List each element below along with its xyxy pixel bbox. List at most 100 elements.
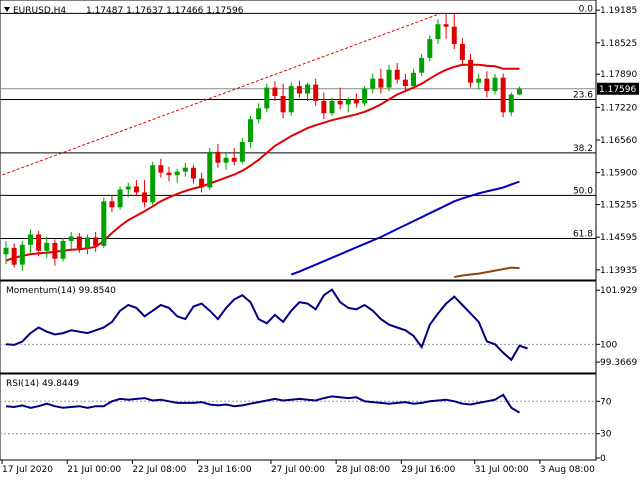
trendline <box>0 12 443 177</box>
candle-body <box>500 77 506 113</box>
candle-body <box>60 240 66 259</box>
candle-body <box>313 84 319 101</box>
time-tick-label: 27 Jul 00:00 <box>271 465 325 475</box>
time-tick-label: 31 Jul 00:00 <box>475 465 529 475</box>
price-tick-label: 1.15900 <box>600 169 637 179</box>
candle-body <box>85 237 90 249</box>
momentum-panel-frame <box>0 280 597 374</box>
time-tick-label: 3 Aug 08:00 <box>540 465 595 475</box>
candle-body <box>215 151 221 163</box>
fib-label: 0.0 <box>579 4 594 14</box>
candle-body <box>142 192 148 203</box>
candle-body <box>182 167 188 172</box>
time-tick-label: 17 Jul 2020 <box>2 465 53 475</box>
candle-body <box>394 69 400 80</box>
candle-body <box>386 69 392 88</box>
momentum-line <box>5 288 528 362</box>
price-tick-label: 1.15255 <box>600 201 637 211</box>
time-tick-label: 28 Jul 08:00 <box>336 465 390 475</box>
candle-body <box>329 100 335 114</box>
candle-body <box>411 72 416 87</box>
candle-body <box>345 99 351 105</box>
ma-fast-line <box>5 63 520 262</box>
candle-body <box>451 26 457 45</box>
candle-body <box>435 24 441 40</box>
candle-body <box>256 108 262 120</box>
time-tick-label: 22 Jul 08:00 <box>132 465 186 475</box>
fib-label: 50.0 <box>573 186 593 196</box>
momentum-tick-label: 99.3669 <box>600 358 637 368</box>
collapse-triangle-icon[interactable] <box>4 7 10 12</box>
candle-body <box>484 78 490 92</box>
candle-body <box>296 86 302 94</box>
price-tick-label: 1.16560 <box>600 136 637 146</box>
candle-body <box>11 247 17 265</box>
candle-body <box>305 84 311 94</box>
fib-label: 61.8 <box>573 229 593 239</box>
rsi-tick-label: 0 <box>600 454 606 464</box>
symbol-timeframe: EURUSD,H4 <box>13 6 66 16</box>
candle-body <box>133 186 139 193</box>
candle-body <box>44 242 50 251</box>
candle-body <box>239 141 245 162</box>
price-tick-label: 1.19185 <box>600 6 637 16</box>
time-tick-label: 21 Jul 00:00 <box>67 465 121 475</box>
candle-body <box>280 95 286 113</box>
fib-label: 38.2 <box>573 144 593 154</box>
candle-body <box>370 78 376 89</box>
candle-body <box>508 94 514 113</box>
candle-body <box>207 151 213 188</box>
ma-slow-line <box>454 266 520 278</box>
ma-mid-line <box>290 180 520 276</box>
candle-body <box>158 165 164 173</box>
candle-body <box>468 59 474 83</box>
candle-body <box>174 171 180 176</box>
candle-body <box>321 100 327 114</box>
time-tick-label: 23 Jul 16:00 <box>198 465 252 475</box>
candle-body <box>362 88 368 104</box>
candle-body <box>76 236 82 249</box>
candle-body <box>36 234 42 251</box>
price-badge <box>597 82 639 95</box>
candle-body <box>199 178 205 188</box>
candle-body <box>459 44 465 60</box>
price-tick-label: 1.14595 <box>600 233 637 243</box>
candle-body <box>264 87 270 109</box>
candle-body <box>353 99 359 104</box>
rsi-line <box>5 393 521 414</box>
candle-body <box>231 157 237 162</box>
candle-body <box>166 172 172 176</box>
ohlc-readout: 1.17487 1.17637 1.17466 1.17596 <box>86 6 244 16</box>
candle-body <box>19 244 25 265</box>
axis-layer: 1.19185 1.18525 1.17890 1.17220 1.16560 1.159… <box>1 6 639 475</box>
candle-body <box>27 234 33 245</box>
candle-body <box>402 79 408 87</box>
candle-body <box>117 189 123 208</box>
candle-body <box>125 186 131 190</box>
candle-body <box>516 88 522 95</box>
momentum-tick-label: 100 <box>600 340 617 350</box>
candle-body <box>492 77 498 92</box>
momentum-tick-label: 101.929 <box>600 286 637 296</box>
rsi-panel-frame <box>0 373 597 461</box>
rsi-label: RSI(14) 49.8449 <box>6 379 79 389</box>
candle-body <box>150 165 156 203</box>
price-tick-label: 1.17220 <box>600 103 637 113</box>
candle-body <box>3 247 9 255</box>
price-tick-label: 1.13935 <box>600 266 637 276</box>
price-layer: 0.0 23.6 38.2 50.0 61.8 <box>0 4 596 278</box>
candle-body <box>272 87 278 96</box>
fib-label: 23.6 <box>573 90 593 100</box>
rsi-tick-label: 70 <box>600 397 612 407</box>
candle-body <box>337 100 343 105</box>
candle-body <box>443 24 449 27</box>
candle-body <box>223 157 229 163</box>
candle-body <box>101 201 107 246</box>
price-panel-frame <box>0 0 597 281</box>
candle-body <box>109 201 115 208</box>
rsi-tick-label: 30 <box>600 430 612 440</box>
momentum-label: Momentum(14) 99.8540 <box>6 286 116 296</box>
time-tick-label: 29 Jul 16:00 <box>401 465 455 475</box>
